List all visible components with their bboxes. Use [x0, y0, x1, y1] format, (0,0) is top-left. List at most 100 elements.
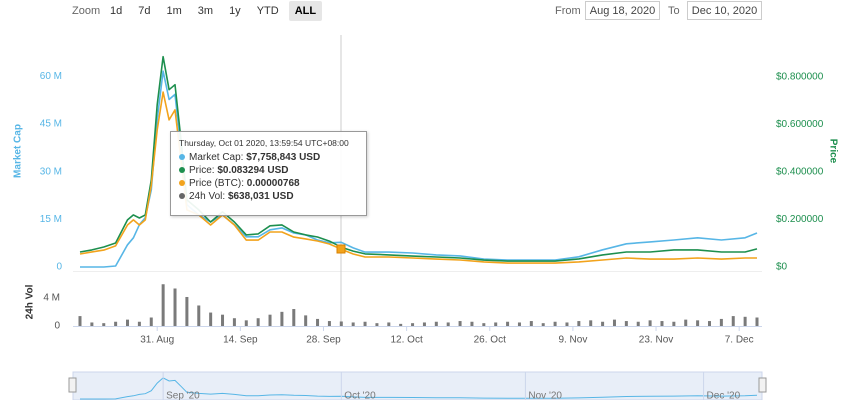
volume-bar — [422, 322, 426, 326]
volume-bar — [351, 322, 355, 326]
volume-bar — [102, 323, 106, 326]
volume-bar — [375, 323, 379, 326]
volume-bar — [672, 321, 676, 326]
tooltip-value: $0.083294 USD — [217, 165, 289, 176]
zoom-button[interactable]: YTD — [256, 5, 279, 17]
tooltip-row: Price: $0.083294 USD — [179, 164, 358, 177]
volume-bar — [684, 319, 688, 326]
zoom-button[interactable]: 1y — [229, 5, 241, 17]
volume-bar — [648, 320, 652, 326]
y2-tick-label: $0.400000 — [776, 166, 824, 177]
volume-bar — [399, 323, 403, 326]
volume-bar — [731, 316, 735, 326]
volume-bar — [458, 321, 462, 326]
from-label: From — [555, 5, 581, 17]
tooltip-value: 0.00000768 — [246, 178, 300, 189]
to-label: To — [668, 5, 680, 17]
volume-bar — [197, 305, 201, 326]
volume-bar — [161, 284, 165, 326]
volume-bar — [612, 319, 616, 326]
y-tick-label: 15 M — [40, 214, 62, 225]
volume-bar — [446, 322, 450, 326]
navigator-label: Sep '20 — [166, 391, 200, 400]
volume-bar — [316, 318, 320, 326]
volume-bar — [149, 317, 153, 326]
zoom-button[interactable]: 3m — [197, 5, 214, 17]
navigator-handle[interactable] — [68, 377, 77, 393]
tooltip-row: 24h Vol: $638,031 USD — [179, 190, 358, 203]
tooltip-label: 24h Vol: — [189, 191, 226, 202]
series-line — [79, 55, 758, 262]
volume-bar — [565, 322, 569, 326]
volume-bar — [363, 321, 367, 326]
volume-bar — [482, 323, 486, 326]
volume-bar — [517, 322, 521, 326]
volume-bar — [494, 322, 498, 326]
volume-bar — [90, 322, 94, 326]
x-tick-label: 26. Oct — [474, 335, 506, 346]
volume-bar — [470, 321, 474, 326]
volume-bar — [173, 288, 177, 326]
y-tick-label: 0 — [56, 262, 62, 273]
to-input[interactable]: Dec 10, 2020 — [687, 1, 762, 20]
y-tick-label: 0 — [54, 321, 60, 332]
navigator-label: Oct '20 — [344, 391, 376, 400]
volume-bar — [660, 321, 664, 326]
tooltip: Thursday, Oct 01 2020, 13:59:54 UTC+08:0… — [170, 131, 367, 216]
x-tick-label: 31. Aug — [140, 335, 174, 346]
volume-bar — [624, 321, 628, 326]
volume-bar — [636, 321, 640, 326]
navigator-line — [80, 377, 758, 400]
volume-bar — [601, 321, 605, 326]
from-input[interactable]: Aug 18, 2020 — [585, 1, 660, 20]
volume-bar — [209, 312, 213, 326]
zoom-button[interactable]: 7d — [138, 5, 151, 17]
zoom-button[interactable]: 1m — [166, 5, 182, 17]
x-tick-label: 9. Nov — [558, 335, 587, 346]
volume-bar — [137, 321, 141, 326]
y2-tick-label: $0.200000 — [776, 214, 824, 225]
volume-bar — [577, 321, 581, 326]
volume-bar — [221, 314, 225, 326]
y-tick-label: 60 M — [40, 71, 62, 82]
volume-bar — [244, 320, 248, 326]
volume-bar — [541, 323, 545, 326]
series-line — [79, 91, 757, 264]
tooltip-row: Market Cap: $7,758,843 USD — [179, 151, 358, 164]
volume-bar — [126, 319, 130, 326]
volume-bar — [256, 318, 260, 326]
navigator-mask — [72, 371, 763, 400]
zoom-button[interactable]: ALL — [288, 1, 323, 21]
y-tick-label: 30 M — [40, 166, 62, 177]
zoom-button[interactable]: 1d — [110, 5, 123, 17]
volume-bar — [232, 318, 236, 326]
y-tick-label: 45 M — [40, 119, 62, 130]
tooltip-value: $638,031 USD — [227, 191, 294, 202]
volume-axis-title: 24h Vol — [25, 284, 36, 319]
volume-bar — [411, 323, 415, 326]
volume-bar — [707, 321, 711, 326]
tooltip-value: $7,758,843 USD — [246, 152, 321, 163]
hover-marker — [336, 244, 346, 254]
volume-bar — [304, 315, 308, 326]
y2-axis-title: Price — [827, 139, 838, 164]
volume-bar — [696, 320, 700, 326]
zoom-buttons: 1d 7d 1m 3m 1y YTD ALL — [104, 1, 323, 21]
volume-bar — [529, 321, 533, 326]
y-axis-title: Market Cap — [13, 124, 24, 178]
volume-bar — [185, 296, 189, 326]
volume-bar — [589, 320, 593, 326]
x-tick-label: 7. Dec — [725, 335, 754, 346]
tooltip-row: Price (BTC): 0.00000768 — [179, 177, 358, 190]
navigator-label: Nov '20 — [528, 391, 562, 400]
navigator-handle[interactable] — [758, 377, 767, 393]
x-tick-label: 14. Sep — [223, 335, 258, 346]
x-tick-label: 12. Oct — [390, 335, 422, 346]
navigator-label: Dec '20 — [707, 391, 741, 400]
volume-bar — [387, 322, 391, 326]
volume-bar — [553, 321, 557, 326]
volume-bar — [268, 314, 272, 326]
volume-bar — [292, 309, 296, 326]
